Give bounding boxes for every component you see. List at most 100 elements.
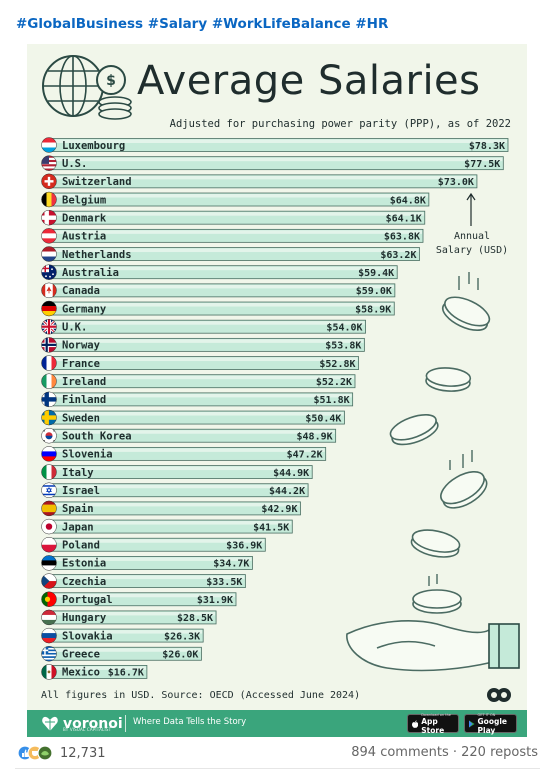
bar-category-label: Portugal xyxy=(62,594,113,606)
flag-ireland-icon xyxy=(41,373,57,389)
flag-portugal-icon xyxy=(41,591,57,607)
bar-value-label: $53.8K xyxy=(325,341,361,352)
reaction-icons xyxy=(17,745,53,761)
bar-row-ireland: Ireland $52.2K xyxy=(41,373,356,389)
bar-highlight xyxy=(50,321,365,325)
bar-value-label: $73.0K xyxy=(438,177,474,188)
bar-category-label: U.S. xyxy=(62,158,87,170)
bar-value-label: $44.9K xyxy=(273,468,309,479)
bar-category-label: Luxembourg xyxy=(62,140,125,152)
bar-row-belgium: Belgium $64.8K xyxy=(41,191,430,208)
bar-row-spain: Spain $42.9K xyxy=(41,500,301,517)
flag-finland-icon xyxy=(41,391,57,408)
footer-divider xyxy=(125,715,126,732)
bar-highlight xyxy=(50,466,312,471)
bar-highlight xyxy=(50,339,364,343)
bar-category-label: Slovenia xyxy=(62,449,113,461)
bar-value-label: $63.2K xyxy=(380,250,416,261)
flag-hungary-icon xyxy=(41,609,57,626)
bar-category-label: Israel xyxy=(62,485,100,497)
flag-spain-icon xyxy=(41,500,57,517)
bar-value-label: $58.9K xyxy=(355,304,391,315)
google-play-badge[interactable]: GET IT ON Google Play xyxy=(464,713,517,735)
bar-highlight xyxy=(50,575,245,580)
bar-value-label: $36.9K xyxy=(226,541,262,552)
bar-highlight xyxy=(50,502,300,507)
voronoi-wordmark: voronoi xyxy=(63,715,123,732)
bar-value-label: $44.2K xyxy=(269,486,305,497)
bar-row-estonia: Estonia $34.7K xyxy=(41,555,253,571)
app-store-small-label: Download on the xyxy=(421,712,451,717)
voronoi-logo[interactable]: voronoi xyxy=(41,713,123,734)
bar-value-label: $50.4K xyxy=(305,413,341,424)
bar-value-label: $41.5K xyxy=(253,522,289,533)
bar-row-greece: Greece $26.0K xyxy=(41,646,202,662)
voronoi-byline: BY VISUAL CAPITALIST xyxy=(63,727,112,732)
bar-highlight xyxy=(50,539,265,543)
bar-highlight xyxy=(50,521,292,525)
flag-mexico-icon xyxy=(41,664,57,680)
bar-value-label: $34.7K xyxy=(213,559,249,570)
bar-row-hungary: Hungary $28.5K xyxy=(41,609,217,626)
bar-highlight xyxy=(50,139,507,143)
bar-highlight xyxy=(50,212,424,216)
bar-category-label: Denmark xyxy=(62,212,107,224)
bar-category-label: Finland xyxy=(62,394,106,406)
globe-money-icon: $ xyxy=(42,55,132,120)
bar-row-germany: Germany $58.9K xyxy=(41,300,395,317)
bar-value-label: $26.0K xyxy=(162,650,198,661)
bar-category-label: Austria xyxy=(62,231,106,243)
flag-estonia-icon xyxy=(41,555,57,571)
visual-capitalist-logo-icon xyxy=(487,688,511,702)
bar-row-austria: Austria $63.8K xyxy=(41,228,424,244)
annual-salary-annotation: Annual Salary (USD) xyxy=(435,231,509,256)
flag-greece-icon xyxy=(41,646,57,662)
post-hashtags[interactable]: #GlobalBusiness #Salary #WorkLifeBalance… xyxy=(16,16,389,32)
comments-reposts-count[interactable]: 894 comments · 220 reposts xyxy=(351,745,538,760)
bar-highlight xyxy=(50,393,352,398)
flag-south-korea-icon xyxy=(41,427,57,444)
flag-japan-icon xyxy=(41,518,57,535)
bar-highlight xyxy=(50,357,358,362)
bar-category-label: Germany xyxy=(62,303,107,315)
bar-category-label: U.K. xyxy=(62,322,87,334)
flag-france-icon xyxy=(41,355,57,371)
bar-category-label: Hungary xyxy=(62,612,107,624)
bar-value-label: $48.9K xyxy=(297,432,333,443)
bar-row-czechia: Czechia $33.5K xyxy=(41,573,246,589)
bar-category-label: Mexico xyxy=(62,667,100,679)
flag-denmark-icon xyxy=(41,209,57,226)
bar-value-label: $59.4K xyxy=(358,268,394,279)
bar-category-label: Switzerland xyxy=(62,176,132,188)
bar-highlight xyxy=(50,648,201,652)
reactions-summary[interactable]: 12,731 xyxy=(17,745,106,761)
bar-value-label: $28.5K xyxy=(177,613,213,624)
bar-value-label: $16.7K xyxy=(108,668,144,679)
bar-highlight xyxy=(50,630,203,634)
flag-czechia-icon xyxy=(41,573,57,589)
chart-subtitle: Adjusted for purchasing power parity (PP… xyxy=(169,118,511,130)
infographic-image[interactable]: $ Average Salaries Adjusted for purchasi… xyxy=(27,44,527,737)
app-store-badge[interactable]: Download on the App Store xyxy=(407,712,459,735)
bar-category-label: France xyxy=(62,358,100,370)
bar-row-portugal: Portugal $31.9K xyxy=(41,591,237,607)
flag-sweden-icon xyxy=(41,409,57,426)
falling-coins-hand-illustration xyxy=(346,272,520,672)
flag-uk-icon xyxy=(41,318,57,335)
bar-value-label: $52.8K xyxy=(319,359,355,370)
bar-row-slovenia: Slovenia $47.2K xyxy=(41,446,327,462)
bar-value-label: $64.1K xyxy=(386,213,422,224)
bar-highlight xyxy=(50,611,216,616)
bar-category-label: Italy xyxy=(62,467,94,479)
bar-row-canada: Canada $59.0K xyxy=(41,282,396,299)
bar-row-poland: Poland $36.9K xyxy=(41,536,266,553)
bar-highlight xyxy=(50,248,419,253)
bar-row-finland: Finland $51.8K xyxy=(41,391,354,408)
bar-highlight xyxy=(50,430,335,434)
bar-highlight xyxy=(50,284,394,289)
bar-highlight xyxy=(50,484,308,489)
bar-row-netherlands: Netherlands $63.2K xyxy=(41,246,420,262)
apple-icon xyxy=(412,719,419,728)
bar-row-mexico: Mexico $16.7K xyxy=(41,664,148,680)
google-play-icon xyxy=(469,720,475,727)
